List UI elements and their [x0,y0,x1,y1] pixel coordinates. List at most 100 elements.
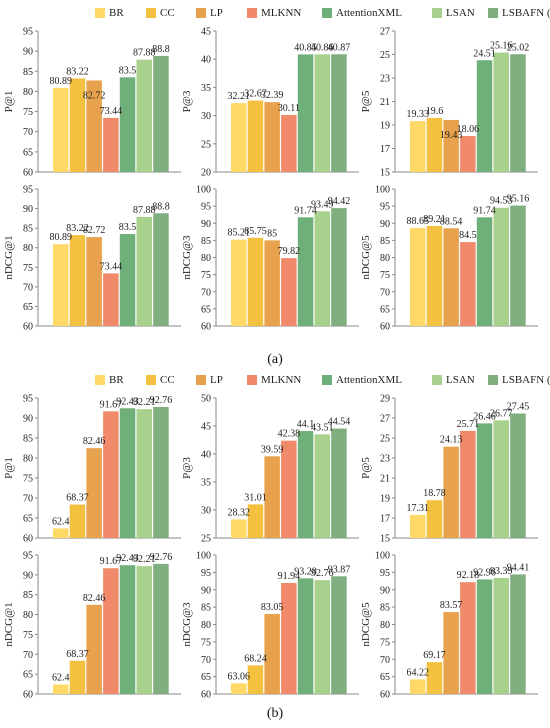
y-axis-label: P@5 [360,90,372,112]
data-label: 32.67 [244,89,267,100]
y-tick-label: 90 [23,570,33,581]
y-tick-label: 95 [380,202,390,213]
y-tick-label: 19 [380,494,390,505]
legend-swatch [432,8,442,18]
bar-chart: 60 65 70 75 80 85 90 95 100 nDCG@3 63.06 68.24 83.05… [181,551,359,701]
bar [314,434,330,538]
data-label: 91.67 [100,556,123,567]
legend-item: LP [196,371,223,389]
bar [86,448,102,538]
data-label: 88.65 [407,216,430,227]
data-label: 83.57 [440,600,463,611]
legend-swatch [146,8,156,18]
y-axis-label: nDCG@1 [3,602,15,646]
data-label: 94.53 [490,196,513,207]
bar [264,613,280,694]
bar [153,406,169,538]
bar [86,80,102,172]
bar [297,578,314,694]
y-tick-label: 35 [201,478,211,489]
bar [86,237,102,326]
legend-swatch [488,375,498,385]
bar [476,217,493,326]
y-tick-label: 85 [380,236,390,247]
bar [493,577,509,694]
bar [281,258,297,326]
bar [136,409,152,538]
y-tick-label: 50 [201,394,211,405]
bar [53,244,69,326]
panel-label-a: (a) [267,352,283,367]
data-label: 18.78 [423,488,446,499]
data-label: 85.75 [244,226,267,237]
y-tick-label: 80 [23,610,33,621]
bar [53,528,69,538]
y-tick-label: 100 [375,551,390,562]
legend-item: LSAN [432,371,475,389]
legend-label: AttentionXML [336,374,402,386]
data-label: 83.22 [66,66,89,77]
bar [510,54,526,172]
y-tick-label: 27 [380,27,390,38]
legend-label: MLKNN [261,374,302,386]
legend-label: LSAN [446,374,475,386]
data-label: 80.89 [50,232,73,243]
data-label: 27.45 [507,402,530,413]
bar [493,52,509,172]
legend-swatch [146,375,156,385]
y-tick-label: 65 [380,672,390,683]
bar [297,54,314,172]
y-tick-label: 60 [380,690,390,701]
legend-item: LSAN [432,4,475,22]
y-tick-label: 35 [201,83,211,94]
y-tick-label: 95 [23,551,33,562]
y-tick-label: 25 [201,139,211,150]
y-tick-label: 21 [380,474,390,485]
bar [410,514,426,538]
bar [103,568,119,694]
data-label: 91.67 [100,399,123,410]
data-label: 80.89 [50,76,73,87]
y-axis-label: P@3 [181,457,193,479]
legend-label: BR [109,7,124,19]
bar [493,207,509,326]
y-tick-label: 75 [201,270,211,281]
bar [314,211,330,326]
y-tick-label: 90 [23,414,33,425]
legend-top: BR CC LP MLKNN AttentionXML LSAN LSBAFN (ours) [0,4,550,24]
y-tick-label: 60 [201,690,211,701]
bar [136,216,152,326]
data-label: 91.74 [473,205,496,216]
legend-item: LSBAFN (ours) [488,371,550,389]
bar [314,54,330,172]
y-tick-label: 85 [23,590,33,601]
data-label: 94.42 [328,196,351,207]
legend-bottom: BR CC LP MLKNN AttentionXML LSAN LSBAFN (ours) [0,371,550,391]
bar [119,565,136,694]
bar [476,423,493,538]
y-tick-label: 60 [23,690,33,701]
data-label: 25.02 [507,42,530,53]
y-axis-label: P@1 [3,91,15,113]
bar [443,612,459,694]
bar [119,77,136,172]
data-label: 19.43 [440,130,463,141]
bar [410,679,426,694]
y-tick-label: 30 [201,506,211,517]
data-label: 83.05 [261,602,284,613]
bar [410,121,426,172]
data-label: 62.4 [52,516,70,527]
bar [247,504,264,538]
y-tick-label: 65 [23,302,33,313]
data-label: 64.22 [407,667,430,678]
data-label: 26.77 [490,408,513,419]
data-label: 85 [267,228,277,239]
y-tick-label: 80 [23,454,33,465]
data-label: 93.49 [311,199,334,210]
bar [69,504,86,538]
bar [443,446,459,538]
data-label: 83.5 [119,65,137,76]
data-label: 82.46 [83,436,106,447]
data-label: 82.72 [83,225,106,236]
